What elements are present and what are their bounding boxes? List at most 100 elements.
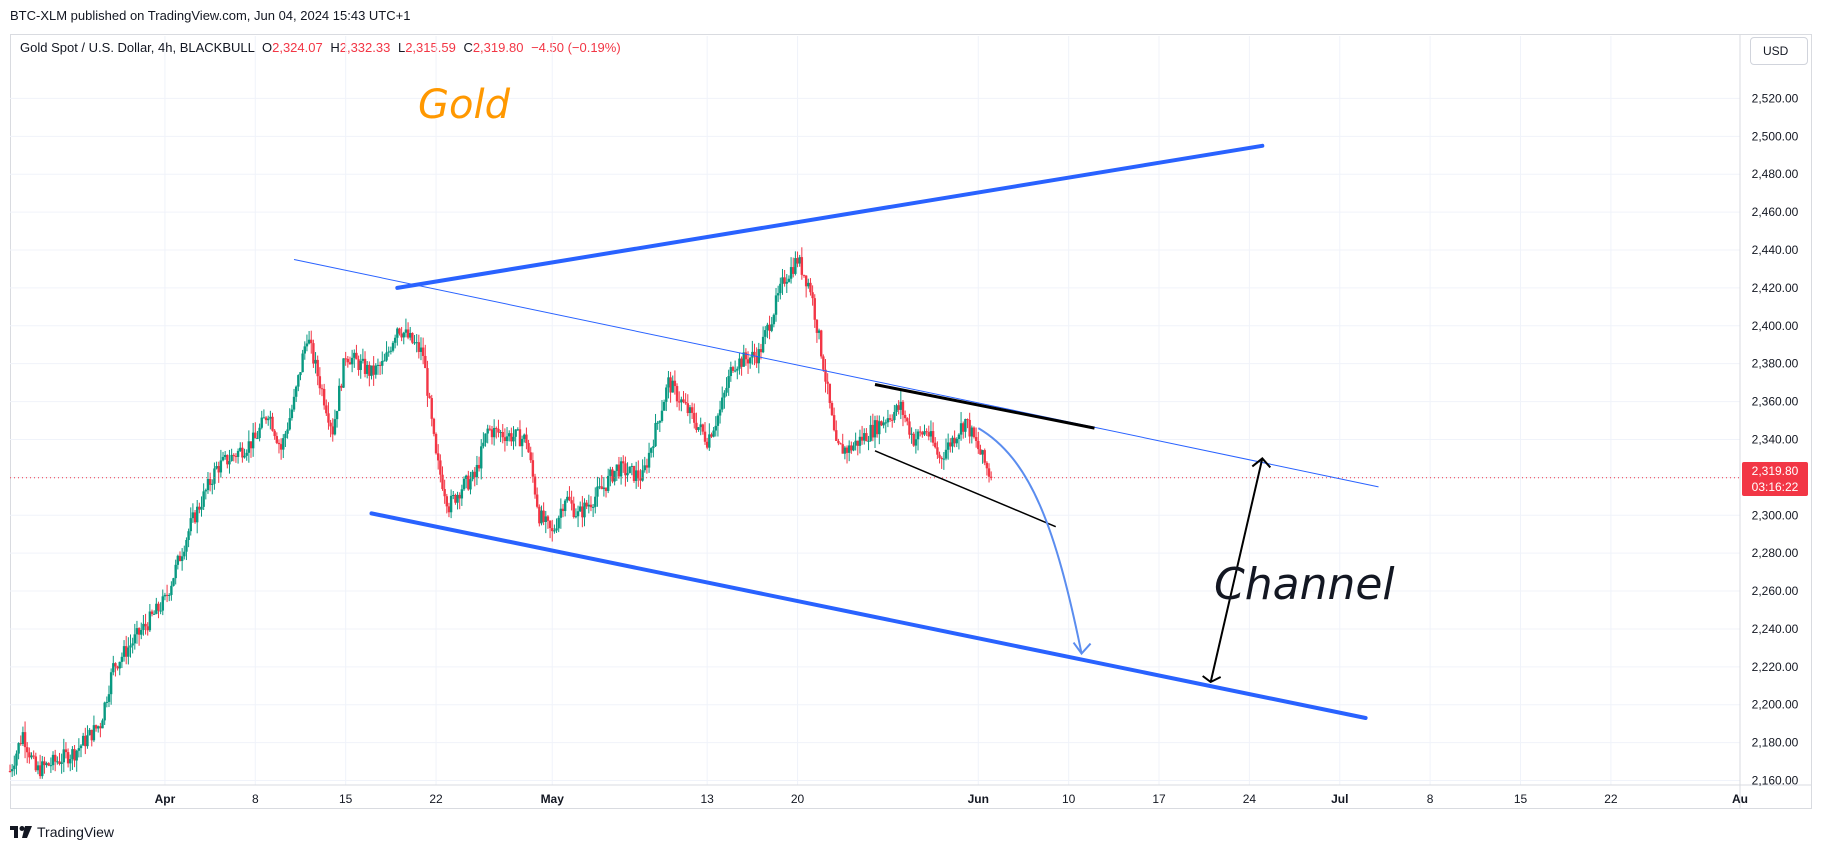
candle-body (180, 556, 184, 562)
candle-body (531, 460, 535, 477)
candle-body (45, 763, 48, 766)
candle-body (665, 387, 668, 402)
candle-body (710, 434, 713, 437)
candle-body (677, 401, 681, 403)
candle-body (654, 423, 657, 447)
candle-body (546, 516, 550, 521)
candle-body (768, 324, 771, 331)
candle-body (520, 438, 524, 447)
candle-body (267, 418, 270, 421)
candle-body (518, 429, 522, 447)
x-tick-label: 17 (1152, 792, 1166, 806)
candle-body (925, 431, 928, 433)
candle-body (155, 603, 158, 614)
candle-body (705, 441, 709, 448)
candle-body (875, 420, 879, 435)
low-value: 2,315.59 (405, 40, 456, 55)
candle-body (779, 283, 782, 294)
candle-body (391, 342, 395, 351)
candle-body (71, 749, 74, 760)
candle-body (443, 489, 446, 497)
candle-body (858, 436, 862, 446)
tradingview-brand[interactable]: TradingView (10, 824, 114, 840)
candle-body (230, 454, 233, 462)
candle-body (213, 468, 216, 484)
candle-body (118, 661, 121, 669)
candle-body (473, 471, 476, 478)
candle-body (62, 749, 65, 763)
candle-body (598, 486, 601, 488)
candle-body (148, 611, 152, 631)
candle-body (563, 500, 567, 512)
range-arrowhead-bottom (1202, 675, 1222, 684)
candle-body (406, 329, 410, 338)
candle-body (714, 425, 717, 431)
x-tick-label: Apr (155, 792, 176, 806)
candle-body (785, 281, 788, 284)
candle-body (454, 494, 457, 503)
candle-body (99, 726, 102, 729)
candle-body (794, 258, 797, 274)
y-tick-label: 2,200.00 (1752, 698, 1799, 712)
candle-body (396, 328, 399, 338)
candle-body (161, 596, 164, 611)
candle-body (482, 442, 485, 447)
candle-body (572, 503, 575, 517)
candle-body (36, 765, 40, 771)
candle-body (951, 437, 954, 447)
candle-body (964, 419, 967, 432)
candle-body (131, 643, 134, 646)
candle-body (129, 645, 132, 648)
candle-body (53, 754, 57, 762)
candle-body (647, 452, 651, 468)
candle-body (486, 428, 489, 434)
candle-body (409, 333, 412, 338)
change-value: −4.50 (−0.19%) (531, 40, 621, 55)
close-value: 2,319.80 (472, 40, 524, 55)
candle-body (903, 414, 907, 419)
candle-body (675, 386, 679, 402)
candle-body (49, 765, 53, 767)
candle-body (981, 450, 984, 455)
candle-body (400, 333, 403, 338)
candle-body (109, 672, 113, 695)
candle-body (10, 769, 14, 772)
candle-body (206, 478, 210, 491)
candle-body (660, 410, 664, 421)
candle-body (626, 473, 629, 476)
candle-body (527, 443, 530, 453)
candle-body (615, 464, 618, 471)
candle-body (421, 347, 425, 356)
candle-body (712, 430, 715, 437)
candle-body (757, 349, 761, 364)
candle-body (239, 447, 242, 451)
candle-body (725, 387, 728, 393)
candle-body (47, 763, 50, 766)
candle-body (583, 502, 586, 518)
candle-body (856, 440, 859, 446)
candle-body (897, 405, 900, 410)
candle-body (447, 506, 451, 513)
candle-body (449, 495, 453, 513)
candle-body (241, 447, 244, 458)
candle-body (667, 377, 670, 388)
candle-body (221, 456, 225, 461)
candle-body (611, 469, 614, 482)
candle-body (673, 380, 677, 387)
candle-body (51, 754, 55, 766)
candle-body (56, 761, 59, 763)
candle-body (26, 747, 29, 753)
candle-body (968, 419, 971, 437)
candle-body (316, 359, 319, 377)
y-tick-label: 2,300.00 (1752, 508, 1799, 522)
symbol-name[interactable]: Gold Spot / U.S. Dollar, 4h, BLACKBULL (20, 40, 255, 55)
candle-body (211, 483, 214, 485)
candle-body (398, 328, 401, 334)
candle-body (428, 395, 431, 399)
candle-body (643, 465, 646, 471)
candle-body (376, 364, 380, 366)
candle-body (944, 449, 948, 459)
candle-body (798, 257, 801, 264)
currency-button[interactable]: USD (1750, 37, 1808, 65)
